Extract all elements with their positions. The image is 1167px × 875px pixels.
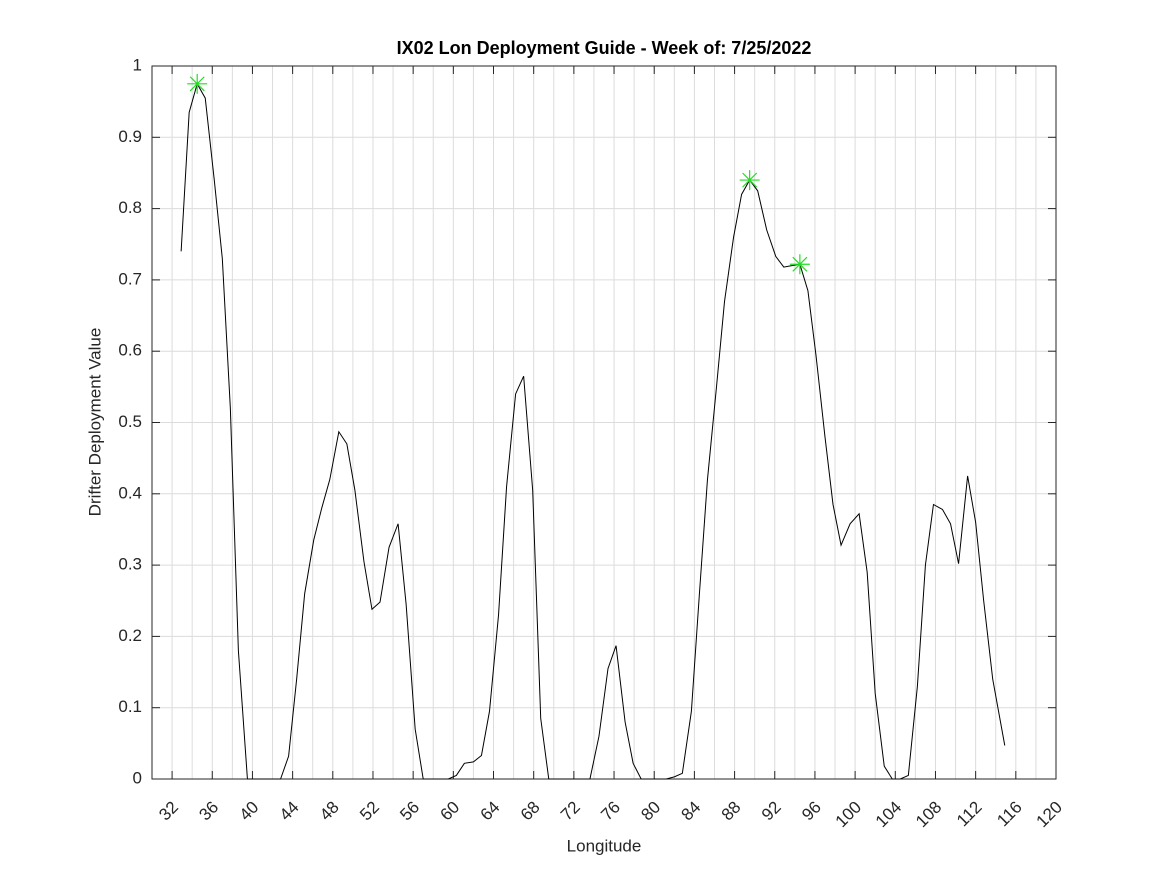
chart-title: IX02 Lon Deployment Guide - Week of: 7/2… [397,38,812,58]
peak-marker [789,254,810,275]
y-tick-label: 0.1 [118,697,142,716]
data-line [180,82,1006,780]
y-axis-label: Drifter Deployment Value [85,328,104,517]
y-tick-label: 1 [133,55,142,74]
y-tick-label: 0.5 [118,412,142,431]
y-tick-label: 0 [133,768,142,787]
y-tick-label: 0.8 [118,198,142,217]
y-tick-label: 0.3 [118,555,142,574]
y-tick-label: 0.6 [118,341,142,360]
peak-marker [739,170,760,191]
peak-marker [187,73,208,94]
y-tick-label: 0.7 [118,269,142,288]
x-axis-label: Longitude [567,836,642,855]
y-tick-label: 0.2 [118,626,142,645]
y-tick-label: 0.9 [118,127,142,146]
y-tick-label: 0.4 [118,483,142,502]
